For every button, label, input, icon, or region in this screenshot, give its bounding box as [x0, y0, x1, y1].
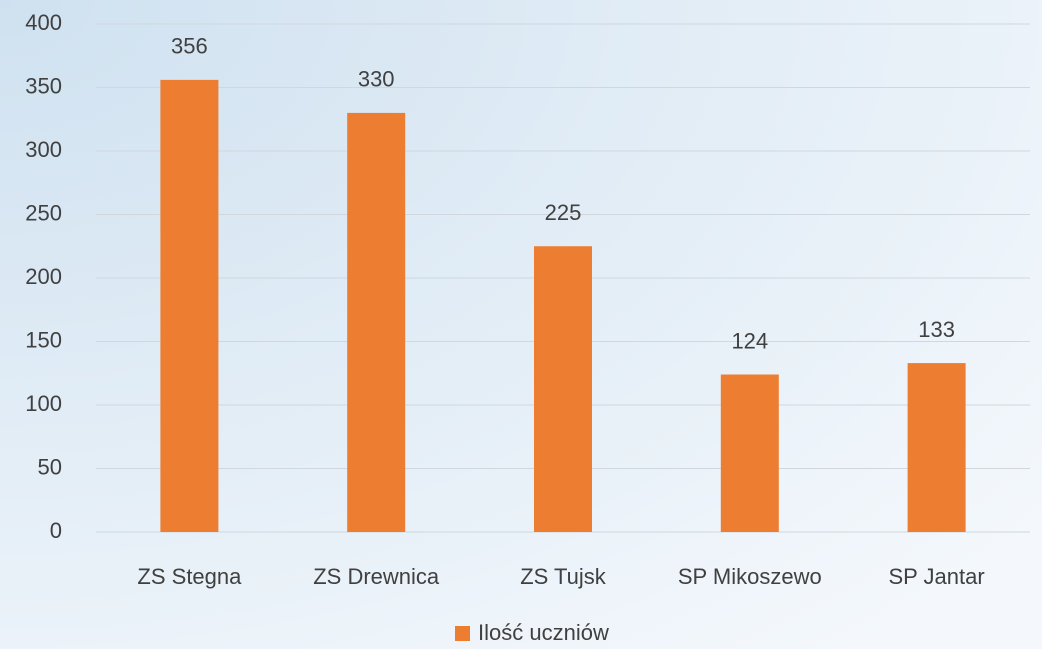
y-tick-label: 100	[25, 391, 62, 416]
bar	[160, 79, 219, 532]
legend-label: Ilość uczniów	[478, 620, 609, 645]
y-tick-label: 350	[25, 73, 62, 98]
bar	[907, 363, 966, 532]
x-tick-label: ZS Drewnica	[313, 564, 440, 589]
x-tick-label: SP Jantar	[888, 564, 984, 589]
bar	[347, 112, 406, 533]
x-tick-label: ZS Stegna	[137, 564, 242, 589]
legend-swatch	[455, 626, 470, 641]
x-tick-label: ZS Tujsk	[520, 564, 607, 589]
data-label: 133	[918, 317, 955, 342]
y-tick-label: 400	[25, 10, 62, 35]
data-label: 124	[731, 328, 768, 353]
y-tick-label: 0	[50, 518, 62, 543]
x-tick-label: SP Mikoszewo	[678, 564, 822, 589]
y-tick-label: 200	[25, 264, 62, 289]
data-label: 330	[358, 67, 395, 92]
y-tick-label: 250	[25, 200, 62, 225]
bar	[720, 374, 779, 532]
data-label: 356	[171, 34, 208, 59]
y-tick-label: 50	[38, 454, 62, 479]
y-tick-label: 150	[25, 327, 62, 352]
y-tick-label: 300	[25, 137, 62, 162]
data-label: 225	[545, 200, 582, 225]
bar	[534, 246, 592, 532]
